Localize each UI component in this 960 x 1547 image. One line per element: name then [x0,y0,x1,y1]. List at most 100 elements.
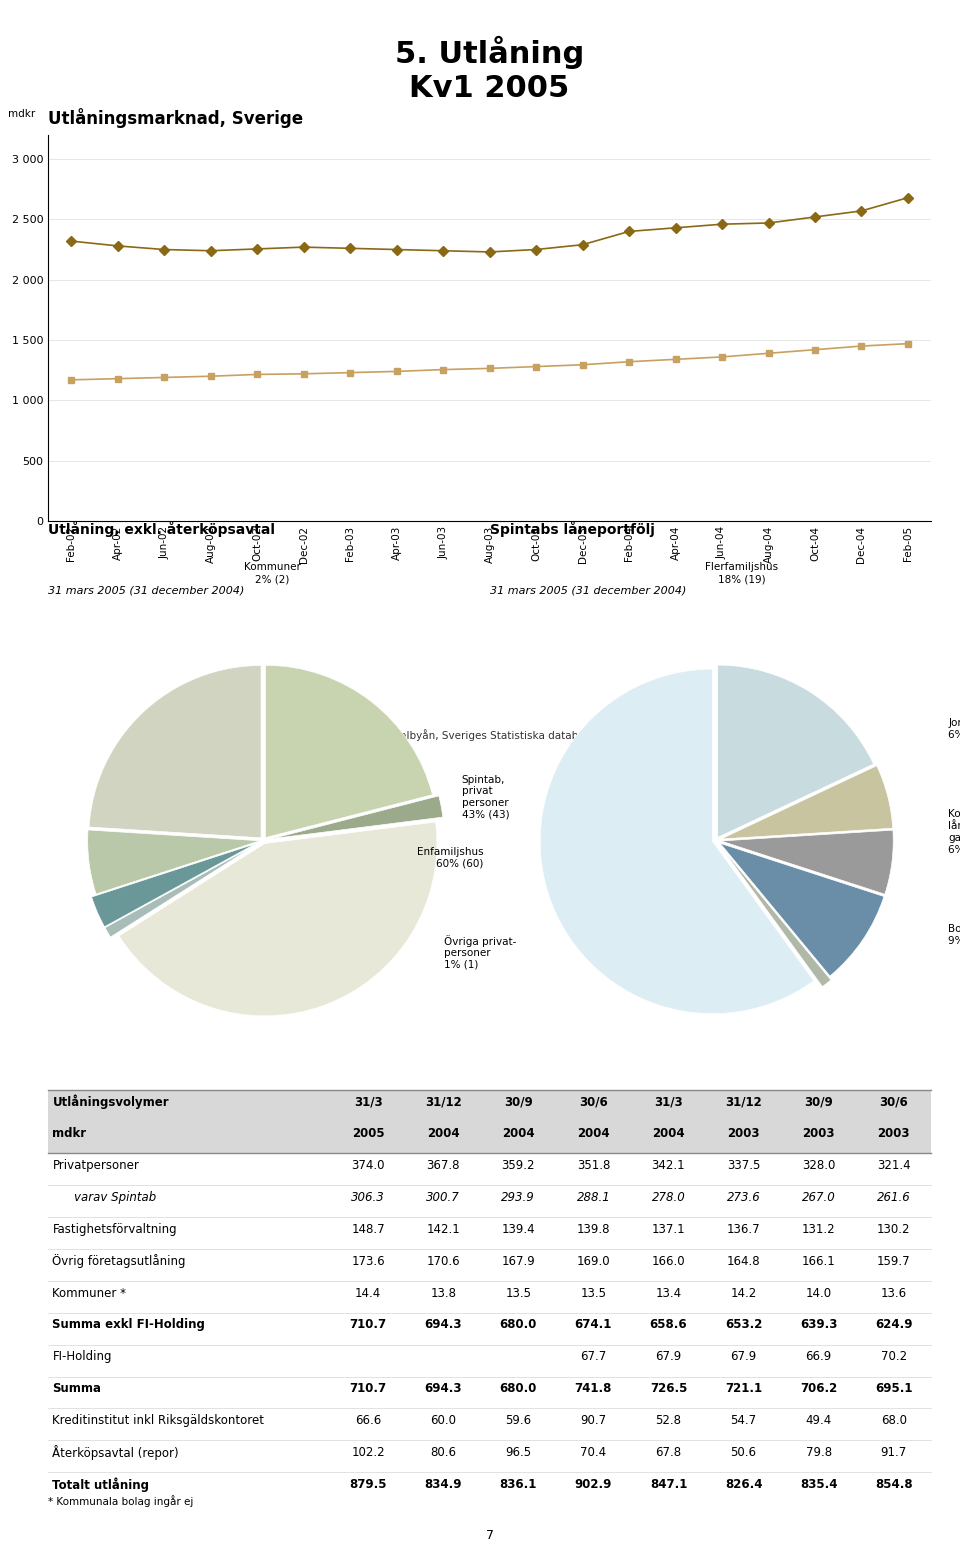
Bostadsinstitut [716,348,728,367]
Text: 79.8: 79.8 [805,1446,831,1459]
Text: 90.7: 90.7 [580,1414,607,1426]
Banker [158,240,170,258]
Text: 2003: 2003 [877,1128,910,1140]
Text: 70.4: 70.4 [580,1446,607,1459]
Text: 2004: 2004 [577,1128,610,1140]
Banker [252,240,263,258]
Banker [438,241,449,260]
Banker [716,215,728,234]
Text: 367.8: 367.8 [426,1159,460,1173]
Text: 67.9: 67.9 [656,1351,682,1363]
Bostadsinstitut [158,368,170,387]
Text: 710.7: 710.7 [349,1381,387,1395]
Text: 14.4: 14.4 [355,1287,381,1299]
Line: Bostadsinstitut: Bostadsinstitut [68,340,911,384]
Text: 66.9: 66.9 [805,1351,831,1363]
Text: Källa: Statistiska Centralbyån, Sveriges Statistiska databaser, 28 februari, 200: Källa: Statistiska Centralbyån, Sveriges… [281,730,698,741]
Text: Spintab,
privat
personer
43% (43): Spintab, privat personer 43% (43) [462,775,509,820]
Banker [298,238,309,257]
Banker [530,240,541,258]
Text: Övrig företagsutlåning: Övrig företagsutlåning [53,1255,186,1269]
Text: 66.6: 66.6 [355,1414,381,1426]
Text: 30/6: 30/6 [879,1095,908,1108]
Text: 148.7: 148.7 [351,1222,385,1236]
Banker [670,218,682,237]
Banker [855,201,867,220]
Text: 31/3: 31/3 [354,1095,382,1108]
Text: 267.0: 267.0 [802,1191,835,1204]
Text: 5. Utlåning
Kv1 2005: 5. Utlåning Kv1 2005 [395,36,585,104]
Text: 30/9: 30/9 [804,1095,833,1108]
Text: 67.9: 67.9 [731,1351,756,1363]
Text: 166.0: 166.0 [652,1255,685,1267]
Text: 741.8: 741.8 [575,1381,612,1395]
Text: 694.3: 694.3 [424,1318,462,1332]
Text: Enfamiljshus
60% (60): Enfamiljshus 60% (60) [417,846,483,868]
Text: Kreditinstitut inkl Riksgäldskontoret: Kreditinstitut inkl Riksgäldskontoret [53,1414,264,1426]
Bostadsinstitut [670,350,682,368]
Bar [48,1089,931,1122]
Wedge shape [89,665,261,838]
Bostadsinstitut [623,353,635,371]
Text: 2005: 2005 [352,1128,384,1140]
Text: 288.1: 288.1 [577,1191,611,1204]
Wedge shape [721,831,893,894]
Bostadsinstitut [65,371,77,390]
Text: 67.7: 67.7 [580,1351,607,1363]
Text: 166.1: 166.1 [802,1255,835,1267]
Text: 624.9: 624.9 [875,1318,912,1332]
Text: 680.0: 680.0 [499,1381,537,1395]
Text: 13.5: 13.5 [505,1287,531,1299]
Text: Fastighetsförvaltning: Fastighetsförvaltning [53,1222,177,1236]
Banker [809,207,821,226]
Bostadsinstitut [345,364,356,382]
Text: Återköpsavtal (repor): Återköpsavtal (repor) [53,1445,180,1460]
Text: 902.9: 902.9 [575,1477,612,1491]
Text: Flerfamiljshus
18% (19): Flerfamiljshus 18% (19) [705,563,779,585]
Text: 31 mars 2005 (31 december 2004): 31 mars 2005 (31 december 2004) [48,585,245,596]
Text: 159.7: 159.7 [876,1255,910,1267]
Text: 170.6: 170.6 [426,1255,460,1267]
Banker [345,240,356,258]
Text: 14.2: 14.2 [731,1287,756,1299]
Text: 80.6: 80.6 [430,1446,456,1459]
Text: 351.8: 351.8 [577,1159,610,1173]
Text: 826.4: 826.4 [725,1477,762,1491]
Bar [48,1122,931,1154]
Text: Privatpersoner: Privatpersoner [53,1159,139,1173]
Text: 2003: 2003 [728,1128,759,1140]
Text: 639.3: 639.3 [800,1318,837,1332]
Text: 54.7: 54.7 [731,1414,756,1426]
Bostadsinstitut [112,370,124,388]
Text: Summa exkl FI-Holding: Summa exkl FI-Holding [53,1318,205,1332]
Text: 342.1: 342.1 [652,1159,685,1173]
Wedge shape [720,843,884,976]
Text: 30/9: 30/9 [504,1095,533,1108]
Text: 680.0: 680.0 [499,1318,537,1332]
Bostadsinstitut [577,356,588,374]
Text: 674.1: 674.1 [575,1318,612,1332]
Wedge shape [721,766,893,838]
Bostadsinstitut [438,360,449,379]
Text: 142.1: 142.1 [426,1222,460,1236]
Text: 653.2: 653.2 [725,1318,762,1332]
Banker [577,235,588,254]
Text: 139.4: 139.4 [501,1222,535,1236]
Wedge shape [718,665,874,837]
Banker [763,213,775,232]
Bostadsinstitut [763,343,775,362]
Text: 374.0: 374.0 [351,1159,385,1173]
Text: 130.2: 130.2 [876,1222,910,1236]
Text: 164.8: 164.8 [727,1255,760,1267]
Text: 136.7: 136.7 [727,1222,760,1236]
Text: 359.2: 359.2 [501,1159,535,1173]
Text: 2004: 2004 [502,1128,535,1140]
Text: Bostadsrätter
9% (9): Bostadsrätter 9% (9) [948,924,960,945]
Bostadsinstitut [298,365,309,384]
Text: 59.6: 59.6 [505,1414,532,1426]
Text: 706.2: 706.2 [800,1381,837,1395]
Text: Bank, privat-
personer
6% (6): Bank, privat- personer 6% (6) [153,1108,220,1142]
Wedge shape [721,848,831,987]
Text: 721.1: 721.1 [725,1381,762,1395]
Text: 13.4: 13.4 [656,1287,682,1299]
